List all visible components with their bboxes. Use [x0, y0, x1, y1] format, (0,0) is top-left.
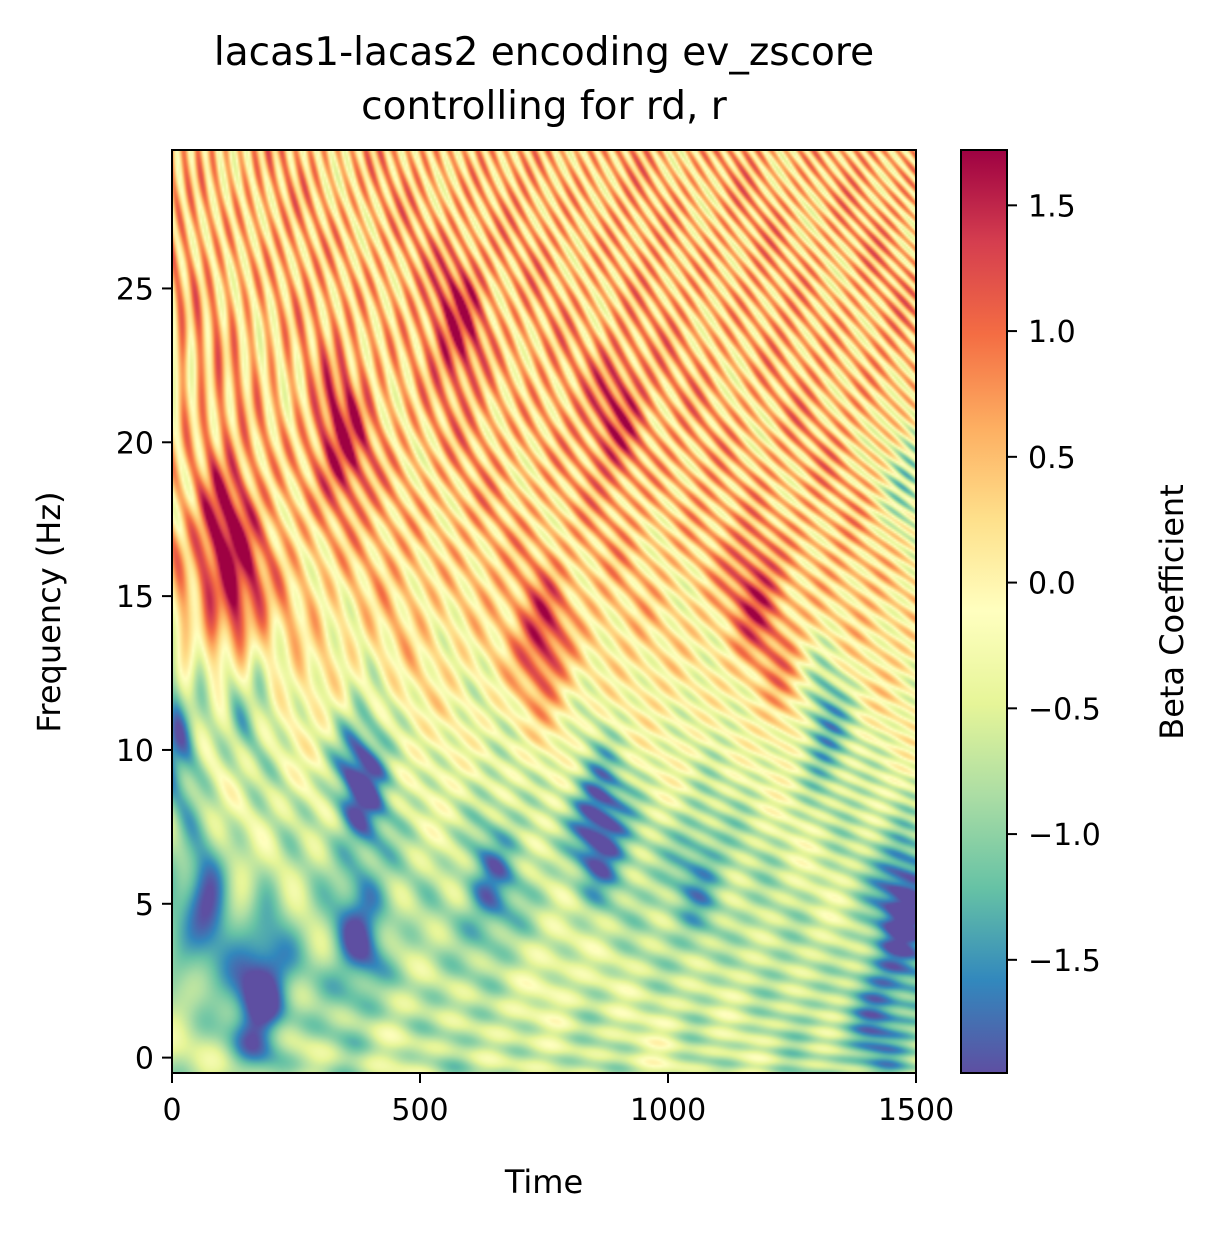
x-axis-label: Time: [504, 1163, 583, 1201]
chart-subtitle: controlling for rd, r: [361, 84, 727, 129]
y-tick-label: 0: [135, 1042, 154, 1077]
colorbar-tick-label: −1.5: [1028, 944, 1101, 979]
colorbar-axis: −1.5 −1.0 −0.5 0.0 0.5 1.0 1.5: [1007, 189, 1101, 979]
heatmap-image: [172, 150, 916, 1073]
colorbar-tick-label: −0.5: [1028, 692, 1101, 727]
y-tick-label: 15: [116, 580, 154, 615]
y-axis-label: Frequency (Hz): [30, 491, 68, 732]
y-axis: 0 5 10 15 20 25: [116, 272, 172, 1077]
chart-title: lacas1-lacas2 encoding ev_zscore: [213, 30, 875, 75]
y-tick-label: 20: [116, 426, 154, 461]
colorbar-tick-label: 0.0: [1028, 567, 1076, 602]
colorbar-label: Beta Coefficient: [1153, 484, 1191, 740]
colorbar-tick-label: 0.5: [1028, 441, 1076, 476]
colorbar-tick-label: −1.0: [1028, 818, 1101, 853]
x-tick-label: 0: [162, 1093, 181, 1128]
y-tick-label: 25: [116, 272, 154, 307]
plot-frame: [171, 149, 917, 1074]
colorbar: [960, 149, 1008, 1074]
x-axis: 0 500 1000 1500: [162, 1073, 954, 1128]
colorbar-tick-label: 1.5: [1028, 189, 1076, 224]
y-tick-label: 10: [116, 734, 154, 769]
x-tick-label: 1500: [878, 1093, 954, 1128]
heatmap: [172, 150, 916, 1073]
x-tick-label: 1000: [630, 1093, 706, 1128]
colorbar-tick-label: 1.0: [1028, 315, 1076, 350]
y-tick-label: 5: [135, 888, 154, 923]
x-tick-label: 500: [391, 1093, 448, 1128]
